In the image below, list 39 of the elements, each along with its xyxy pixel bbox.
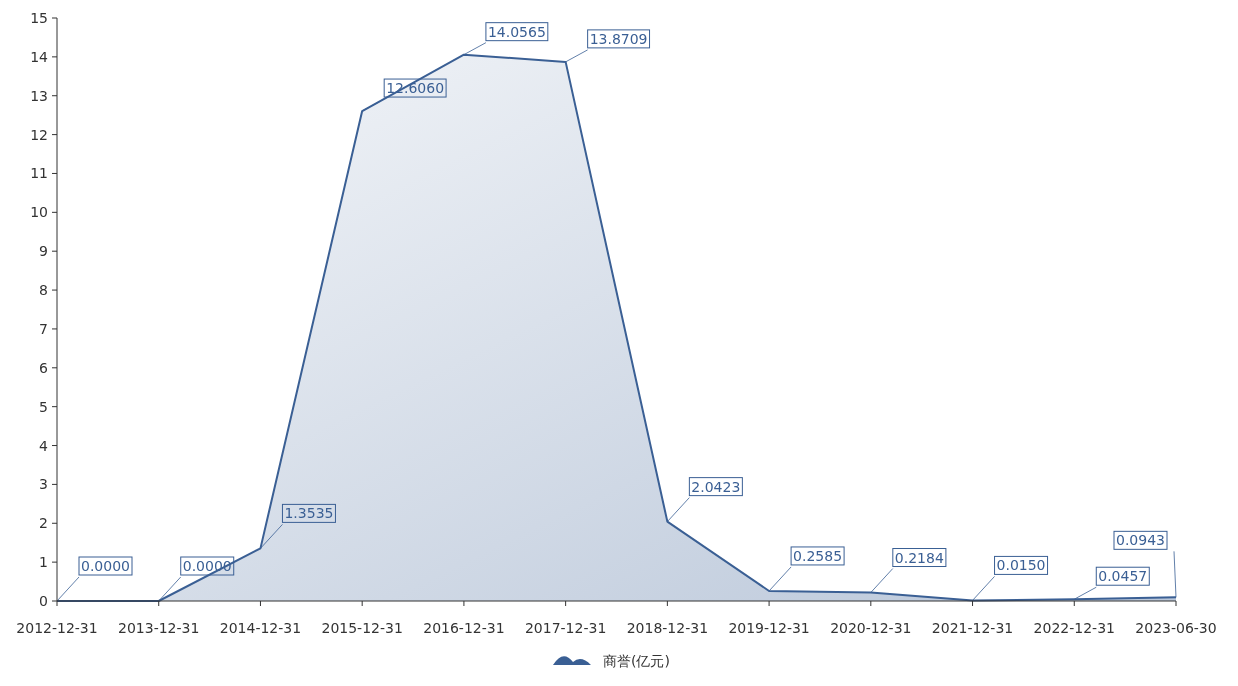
- y-tick-label: 9: [39, 243, 48, 260]
- data-label: 14.0565: [487, 23, 546, 40]
- y-tick-label: 4: [39, 437, 49, 454]
- data-label: 0.0000: [81, 558, 130, 574]
- y-tick-label: 1: [39, 554, 48, 571]
- x-tick-label: 2017-12-31: [524, 620, 607, 636]
- y-tick-label: 13: [30, 87, 48, 104]
- y-tick-label: 0: [39, 593, 48, 609]
- data-label: 1.3535: [284, 505, 334, 522]
- x-tick-label: 2021-12-31: [931, 620, 1014, 636]
- data-label: 0.0943: [1116, 532, 1165, 549]
- x-tick-label: 2019-12-31: [728, 620, 810, 636]
- data-label: 0.2184: [894, 549, 944, 566]
- y-tick-label: 2: [39, 515, 48, 532]
- data-label: 0.2585: [793, 547, 843, 564]
- y-tick-label: 10: [30, 204, 48, 221]
- y-tick-label: 5: [39, 398, 48, 415]
- y-tick-label: 11: [30, 165, 48, 182]
- data-label: 2.0423: [691, 478, 741, 495]
- x-tick-label: 2015-12-31: [321, 620, 403, 636]
- y-tick-label: 3: [39, 476, 48, 493]
- x-tick-label: 2022-12-31: [1033, 620, 1115, 636]
- x-tick-label: 2013-12-31: [118, 620, 200, 636]
- y-tick-label: 8: [39, 282, 48, 299]
- y-tick-label: 12: [30, 126, 48, 143]
- legend-label: 商誉(亿元): [603, 653, 670, 669]
- data-label: 13.8709: [589, 30, 648, 47]
- y-tick-label: 15: [30, 10, 48, 26]
- data-label: 0.0150: [996, 557, 1046, 574]
- x-tick-label: 2014-12-31: [219, 620, 302, 636]
- x-tick-label: 2023-06-30: [1135, 620, 1217, 636]
- x-tick-label: 2012-12-31: [16, 620, 98, 636]
- y-tick-label: 6: [39, 359, 49, 376]
- y-tick-label: 7: [39, 320, 48, 337]
- x-tick-label: 2016-12-31: [423, 620, 505, 636]
- x-tick-label: 2018-12-31: [626, 620, 709, 636]
- y-tick-label: 14: [30, 48, 49, 65]
- x-tick-label: 2020-12-31: [830, 620, 912, 636]
- data-label: 0.0457: [1098, 568, 1148, 585]
